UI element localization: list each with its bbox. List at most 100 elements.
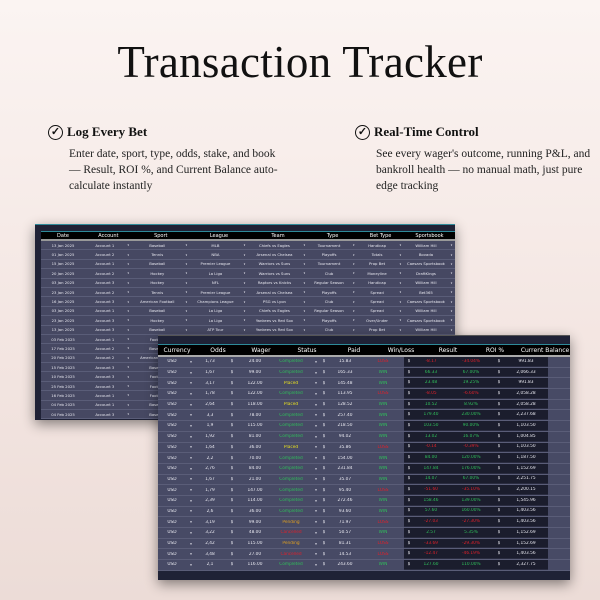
wager-cell[interactable]: 36.00 bbox=[248, 508, 262, 514]
dropdown-arrow-icon[interactable]: ▾ bbox=[185, 290, 188, 295]
dropdown-arrow-icon[interactable]: ▾ bbox=[399, 308, 402, 313]
dropdown-arrow-icon[interactable]: ▾ bbox=[315, 498, 317, 503]
currency-cell[interactable]: USD bbox=[167, 476, 177, 482]
dropdown-arrow-icon[interactable]: ▾ bbox=[352, 243, 355, 248]
wager-cell[interactable]: 115.00 bbox=[247, 423, 263, 429]
dropdown-arrow-icon[interactable]: ▾ bbox=[315, 562, 317, 567]
status-cell[interactable]: Completed bbox=[279, 359, 303, 365]
dropdown-arrow-icon[interactable]: ▾ bbox=[450, 261, 453, 266]
dropdown-arrow-icon[interactable]: ▾ bbox=[190, 413, 192, 418]
wager-cell[interactable]: 147.00 bbox=[247, 487, 263, 493]
dropdown-arrow-icon[interactable]: ▾ bbox=[352, 318, 355, 323]
dropdown-arrow-icon[interactable]: ▾ bbox=[127, 261, 129, 266]
status-cell[interactable]: Cancelled bbox=[280, 551, 302, 557]
currency-cell[interactable]: USD bbox=[167, 423, 177, 429]
cell[interactable]: Account 2 bbox=[95, 252, 115, 258]
cell[interactable]: 20 Jan 2025 bbox=[51, 270, 75, 276]
odds-cell[interactable]: 3,22 bbox=[205, 530, 215, 536]
cell[interactable]: Baseball bbox=[149, 242, 166, 248]
cell[interactable]: Baseball bbox=[149, 327, 166, 333]
cell[interactable]: Handicap bbox=[368, 242, 386, 248]
dropdown-arrow-icon[interactable]: ▾ bbox=[185, 308, 188, 313]
dropdown-arrow-icon[interactable]: ▾ bbox=[243, 243, 246, 248]
cell[interactable]: Account 1 bbox=[95, 402, 115, 408]
odds-cell[interactable]: 2,64 bbox=[205, 402, 215, 408]
cell[interactable]: Club bbox=[324, 270, 334, 276]
cell[interactable]: 16 Feb 2025 bbox=[51, 392, 75, 398]
currency-cell[interactable]: USD bbox=[167, 444, 177, 450]
dropdown-arrow-icon[interactable]: ▾ bbox=[450, 252, 453, 257]
odds-cell[interactable]: 2,2 bbox=[206, 455, 214, 461]
currency-cell[interactable]: USD bbox=[167, 466, 177, 472]
dropdown-arrow-icon[interactable]: ▾ bbox=[315, 456, 317, 461]
cell[interactable]: Account 3 bbox=[95, 299, 115, 305]
dropdown-arrow-icon[interactable]: ▾ bbox=[127, 384, 129, 389]
status-cell[interactable]: Placed bbox=[283, 380, 299, 386]
cell[interactable]: 03 Jan 2025 bbox=[51, 280, 75, 286]
odds-cell[interactable]: 1,67 bbox=[205, 370, 215, 376]
dropdown-arrow-icon[interactable]: ▾ bbox=[190, 552, 192, 557]
currency-cell[interactable]: USD bbox=[167, 508, 177, 514]
cell[interactable]: Yankees vs Red Sox bbox=[255, 317, 294, 323]
dropdown-arrow-icon[interactable]: ▾ bbox=[303, 308, 306, 313]
dropdown-arrow-icon[interactable]: ▾ bbox=[243, 280, 246, 285]
odds-cell[interactable]: 3,19 bbox=[205, 519, 215, 525]
dropdown-arrow-icon[interactable]: ▾ bbox=[243, 261, 246, 266]
currency-cell[interactable]: USD bbox=[167, 370, 177, 376]
dropdown-arrow-icon[interactable]: ▾ bbox=[315, 509, 317, 514]
dropdown-arrow-icon[interactable]: ▾ bbox=[190, 488, 192, 493]
status-cell[interactable]: Completed bbox=[279, 498, 303, 504]
dropdown-arrow-icon[interactable]: ▾ bbox=[127, 271, 129, 276]
dropdown-arrow-icon[interactable]: ▾ bbox=[243, 308, 246, 313]
cell[interactable]: Club bbox=[324, 327, 334, 333]
cell[interactable]: William Hill bbox=[415, 242, 437, 248]
odds-cell[interactable]: 1,67 bbox=[205, 476, 215, 482]
currency-cell[interactable]: USD bbox=[167, 487, 177, 493]
dropdown-arrow-icon[interactable]: ▾ bbox=[450, 318, 453, 323]
cell[interactable]: Football bbox=[132, 337, 183, 342]
cell[interactable]: Account 3 bbox=[95, 317, 115, 323]
odds-cell[interactable]: 2,39 bbox=[205, 498, 215, 504]
dropdown-arrow-icon[interactable]: ▾ bbox=[450, 271, 453, 276]
cell[interactable]: Over/Under bbox=[366, 317, 388, 323]
cell[interactable]: Handicap bbox=[368, 280, 386, 286]
dropdown-arrow-icon[interactable]: ▾ bbox=[399, 243, 402, 248]
cell[interactable]: PSG vs Lyon bbox=[262, 299, 286, 305]
wager-cell[interactable]: 99.00 bbox=[248, 519, 262, 525]
cell[interactable]: Club bbox=[324, 299, 334, 305]
dropdown-arrow-icon[interactable]: ▾ bbox=[190, 541, 192, 546]
cell[interactable]: La Liga bbox=[208, 270, 223, 276]
wager-cell[interactable]: 122.00 bbox=[247, 380, 263, 386]
currency-cell[interactable]: USD bbox=[167, 519, 177, 525]
cell[interactable]: American Football bbox=[140, 299, 175, 305]
cell[interactable]: Tournament bbox=[317, 242, 341, 248]
cell[interactable]: Champions League bbox=[197, 299, 234, 305]
cell[interactable]: 01 Jan 2025 bbox=[51, 252, 75, 258]
dropdown-arrow-icon[interactable]: ▾ bbox=[185, 271, 188, 276]
cell[interactable]: La Liga bbox=[208, 317, 223, 323]
dropdown-arrow-icon[interactable]: ▾ bbox=[127, 327, 129, 332]
cell[interactable]: 23 Jan 2025 bbox=[51, 289, 75, 295]
cell[interactable]: Chiefs vs Eagles bbox=[258, 242, 290, 248]
currency-cell[interactable]: USD bbox=[167, 562, 177, 568]
status-cell[interactable]: Placed bbox=[283, 444, 299, 450]
wager-cell[interactable]: 84.00 bbox=[248, 466, 262, 472]
dropdown-arrow-icon[interactable]: ▾ bbox=[315, 530, 317, 535]
cell[interactable]: La Liga bbox=[208, 308, 223, 314]
dropdown-arrow-icon[interactable]: ▾ bbox=[127, 280, 129, 285]
dropdown-arrow-icon[interactable]: ▾ bbox=[315, 445, 317, 450]
cell[interactable]: 17 Feb 2025 bbox=[51, 345, 75, 351]
cell[interactable]: Prop Bet bbox=[369, 261, 386, 267]
odds-cell[interactable]: 2,76 bbox=[205, 466, 215, 472]
odds-cell[interactable]: 3,48 bbox=[205, 551, 215, 557]
status-cell[interactable]: Placed bbox=[283, 402, 299, 408]
cell[interactable]: Caesars Sportsbook bbox=[407, 299, 445, 305]
dropdown-arrow-icon[interactable]: ▾ bbox=[127, 393, 129, 398]
wager-cell[interactable]: 81.00 bbox=[248, 434, 262, 440]
dropdown-arrow-icon[interactable]: ▾ bbox=[450, 299, 453, 304]
dropdown-arrow-icon[interactable]: ▾ bbox=[185, 327, 188, 332]
status-cell[interactable]: Completed bbox=[279, 455, 303, 461]
cell[interactable]: Chiefs vs Eagles bbox=[258, 308, 290, 314]
cell[interactable]: Premier League bbox=[200, 261, 231, 267]
status-cell[interactable]: Pending bbox=[282, 541, 300, 547]
